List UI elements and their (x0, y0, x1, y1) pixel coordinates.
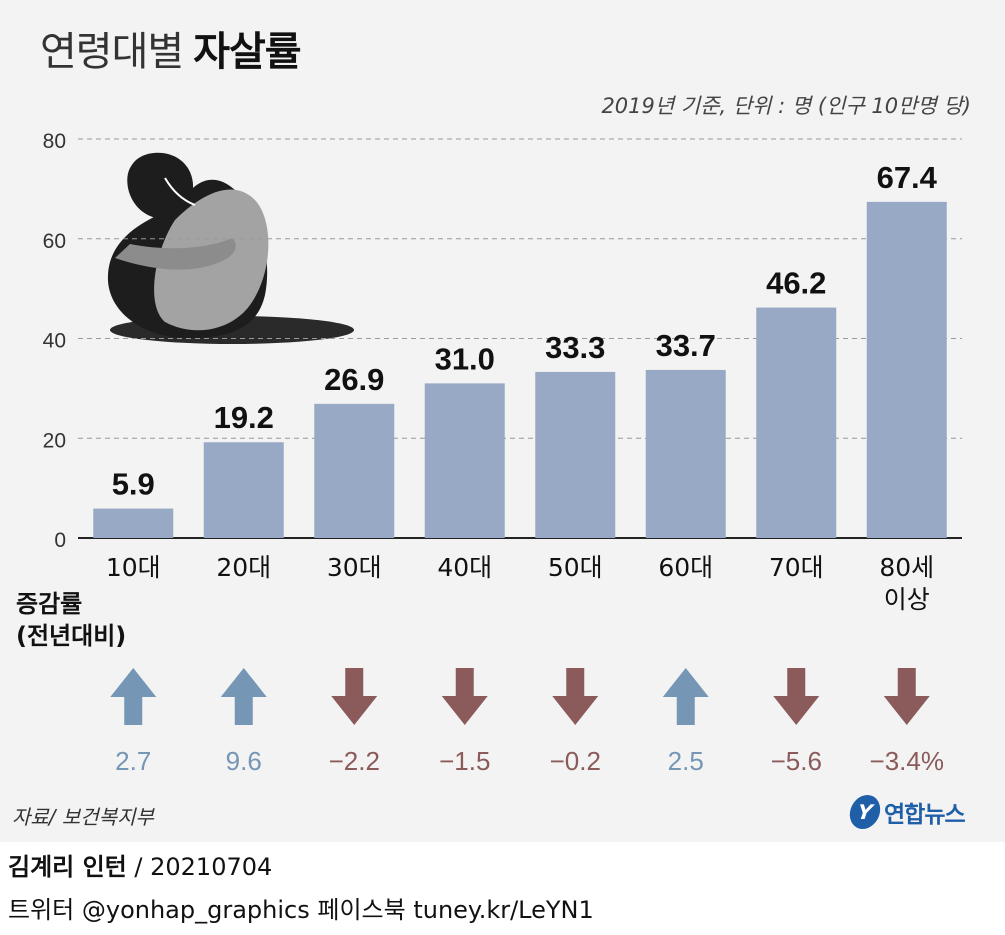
down-arrow-icon (552, 668, 599, 725)
up-arrow-icon (662, 668, 709, 725)
bar-value-label: 46.2 (766, 266, 826, 301)
bar-value-label: 19.2 (214, 400, 274, 435)
bar-value-label: 33.3 (545, 330, 605, 365)
unit-note: 2019년 기준, 단위 : 명 (인구 10만명 당) (601, 94, 971, 118)
bar (203, 442, 284, 538)
change-value-label: −0.2 (550, 746, 601, 776)
change-indicators: 2.7 9.6 −2.2 −1.5 −0.2 2.5 −5.6 −3.4% (110, 668, 944, 776)
y-tick-label: 80 (43, 130, 66, 153)
change-rate-label: 증감률 (전년대비) (16, 588, 126, 652)
yonhap-logo-mark: Y (847, 795, 883, 829)
credit-date: / 20210704 (126, 853, 273, 881)
down-arrow-icon (883, 668, 930, 725)
change-value-label: −2.2 (329, 746, 380, 776)
yonhap-logo-text: 연합뉴스 (884, 802, 966, 828)
category-label: 70대 (769, 553, 824, 582)
bar-value-label: 26.9 (324, 362, 384, 397)
category-label: 60대 (658, 553, 713, 582)
y-tick-label: 0 (54, 529, 66, 552)
chart-title: 연령대별 자살률 (40, 28, 302, 76)
credit-line: 김계리 인턴 / 20210704 (8, 850, 272, 884)
sad-person-illustration (107, 152, 354, 344)
change-value-label: 2.7 (115, 746, 151, 776)
category-label: 20대 (216, 553, 271, 582)
category-label: 10대 (106, 553, 161, 582)
bar (535, 371, 616, 538)
change-rate-subtitle: (전년대비) (16, 622, 127, 650)
y-tick-label: 60 (43, 230, 66, 253)
bar-value-label: 67.4 (877, 160, 938, 195)
down-arrow-icon (331, 668, 378, 725)
category-label: 80세 (879, 553, 934, 582)
bars: 5.9 19.2 26.9 31.0 33.3 33.7 46.2 67.4 (93, 160, 947, 538)
down-arrow-icon (441, 668, 488, 725)
change-value-label: −3.4% (870, 746, 944, 776)
category-label: 50대 (548, 553, 603, 582)
bar (314, 403, 395, 538)
yonhap-logo: Y 연합뉴스 (847, 795, 966, 829)
grid-layer (78, 138, 962, 439)
bar (424, 383, 505, 538)
social-line: 트위터 @yonhap_graphics 페이스북 tuney.kr/LeYN1 (8, 896, 594, 924)
bar-value-label: 5.9 (112, 467, 155, 502)
change-value-label: −5.6 (771, 746, 822, 776)
category-label: 30대 (327, 553, 382, 582)
source-note: 자료/ 보건복지부 (12, 805, 154, 829)
category-label: 40대 (437, 553, 492, 582)
bar (645, 369, 726, 538)
category-label: 이상 (884, 585, 930, 614)
bar (93, 508, 174, 538)
change-value-label: 9.6 (226, 746, 262, 776)
title-light: 연령대별 (40, 29, 184, 75)
bar (756, 307, 837, 538)
change-value-label: 2.5 (668, 746, 704, 776)
bar-value-label: 33.7 (656, 328, 716, 363)
change-value-label: −1.5 (439, 746, 490, 776)
up-arrow-icon (110, 668, 157, 725)
y-tick-label: 20 (43, 429, 66, 452)
y-tick-label: 40 (43, 330, 66, 353)
up-arrow-icon (220, 668, 267, 725)
change-rate-title: 증감률 (16, 590, 83, 618)
title-bold: 자살률 (193, 29, 301, 75)
credit-name: 김계리 인턴 (8, 853, 127, 881)
bar-value-label: 31.0 (435, 341, 495, 376)
bar-chart: 0 20 40 60 80 5.9 19.2 26.9 31.0 33.3 33.7 46.2 67.… (43, 130, 962, 776)
bar (866, 201, 947, 538)
down-arrow-icon (773, 668, 820, 725)
